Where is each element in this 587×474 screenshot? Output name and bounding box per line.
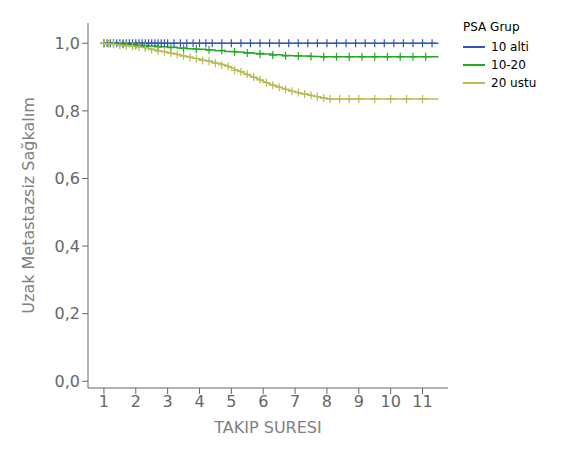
svg-text:1,0: 1,0 — [55, 34, 80, 53]
html-text:10 alti: 10 alti — [491, 40, 529, 54]
svg-text:TAKIP SURESI: TAKIP SURESI — [213, 418, 321, 437]
svg-text:9: 9 — [354, 392, 364, 411]
html-text:PSA Grup: PSA Grup — [463, 20, 520, 34]
svg-text:7: 7 — [290, 392, 300, 411]
svg-text:0,6: 0,6 — [55, 169, 80, 188]
svg-text:2: 2 — [131, 392, 141, 411]
svg-text:0,2: 0,2 — [55, 304, 80, 323]
svg-text:8: 8 — [322, 392, 332, 411]
html-text:10-20: 10-20 — [491, 58, 526, 72]
svg-text:10: 10 — [380, 392, 400, 411]
html-text:20 ustu: 20 ustu — [491, 76, 537, 90]
svg-text:6: 6 — [258, 392, 268, 411]
svg-text:11: 11 — [412, 392, 432, 411]
svg-text:3: 3 — [163, 392, 173, 411]
svg-text:0,8: 0,8 — [55, 102, 80, 121]
svg-text:1: 1 — [99, 392, 109, 411]
svg-text:4: 4 — [194, 392, 204, 411]
svg-text:5: 5 — [226, 392, 236, 411]
svg-text:0,4: 0,4 — [55, 237, 80, 256]
svg-text:0,0: 0,0 — [55, 372, 80, 391]
svg-text:Uzak Metastazsiz Sağkalım: Uzak Metastazsiz Sağkalım — [19, 97, 38, 313]
